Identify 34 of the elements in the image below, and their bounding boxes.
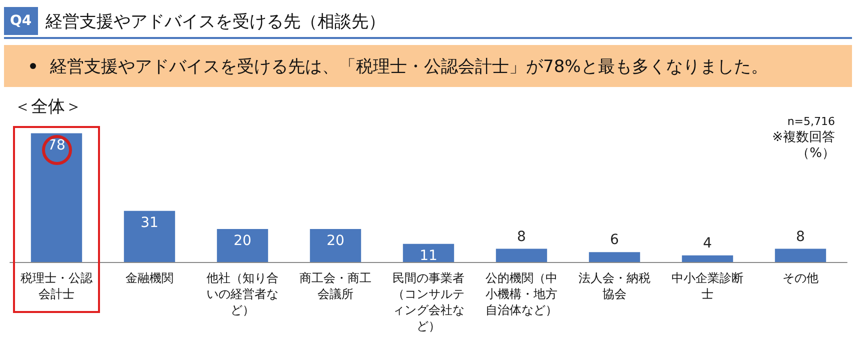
x-tick-label: 法人会・納税協会 <box>578 271 650 301</box>
chart-subtitle: 経営支援やアドバイスを受ける先は、「税理士・公認会計士」が78%と最も多くなりました。 <box>50 56 768 78</box>
x-tick-label: 中小企業診断士 <box>672 271 744 301</box>
bar <box>310 229 362 262</box>
data-label: 20 <box>234 233 252 249</box>
data-label: 8 <box>517 228 526 245</box>
x-tick-label: 金融機関 <box>126 271 174 285</box>
data-label: 4 <box>703 235 712 252</box>
x-tick-label: 公的機関（中小機構・地方自治体など） <box>486 271 558 317</box>
x-tick-label: 商工会・商工会議所 <box>300 271 372 301</box>
bar <box>124 210 176 262</box>
data-label: 20 <box>326 233 344 249</box>
bar <box>588 252 640 262</box>
bar <box>774 248 826 262</box>
bar <box>216 229 268 262</box>
data-label: 8 <box>796 228 805 245</box>
data-label: 31 <box>140 214 158 231</box>
annotation: （%） <box>796 146 835 162</box>
bar <box>30 133 82 262</box>
text: ＜全体＞ <box>14 96 82 118</box>
data-label: 78 <box>48 137 66 154</box>
text: n=5,716 <box>786 114 835 130</box>
x-tick-label: その他 <box>782 271 818 285</box>
data-label: 11 <box>420 248 438 264</box>
annotation: ※複数回答 <box>772 130 835 146</box>
x-tick-label: 税理士・公認会計士 <box>20 271 92 301</box>
data-label: 6 <box>610 232 620 248</box>
bar <box>402 244 454 262</box>
x-tick-label: 民間の事業者（コンサルティング会社など） <box>392 271 464 333</box>
bar <box>682 255 734 262</box>
x-tick-label: 他社（知り合いの経営者など） <box>206 271 278 317</box>
text: Q4 <box>4 7 38 35</box>
bar <box>496 248 548 262</box>
chart-title: 経営支援やアドバイスを受ける先（相談先） <box>46 10 386 32</box>
